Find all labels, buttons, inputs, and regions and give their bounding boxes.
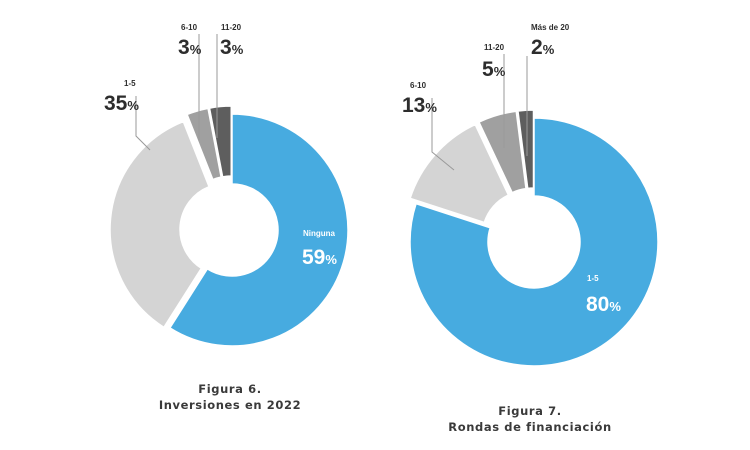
slice-label: 1-5 (124, 79, 136, 88)
figure-7-title: Rondas de financiación (448, 420, 612, 434)
donut-chart-7: 1-5 80% 6-10 13% 11-20 5% Más de 20 2% (402, 23, 659, 367)
slice-percent: 13% (402, 94, 437, 117)
slice-label: Más de 20 (531, 23, 570, 32)
slice-m-s-de-20 (517, 109, 535, 190)
slice-label: 6-10 (181, 23, 198, 32)
slice-percent: 80% (586, 293, 621, 316)
slice-percent: 3% (178, 36, 202, 59)
slice-percent: 59% (302, 246, 337, 269)
slice-1-5 (109, 120, 211, 329)
slice-6-10 (186, 107, 223, 181)
slice-label: 11-20 (221, 23, 242, 32)
slice-percent: 2% (531, 36, 555, 59)
slice-label: 1-5 (587, 274, 599, 283)
figure-7-caption: Figura 7. Rondas de financiación (420, 403, 640, 435)
figure-7-number: Figura 7. (498, 404, 562, 418)
figure-6-number: Figura 6. (198, 382, 262, 396)
slice-ninguna (168, 113, 349, 347)
slice-label: 6-10 (410, 81, 427, 90)
slice-label: Ninguna (303, 229, 336, 238)
slice-percent: 5% (482, 58, 506, 81)
slice-percent: 35% (104, 92, 139, 115)
slice-1-5 (409, 117, 659, 367)
figure-6-caption: Figura 6. Inversiones en 2022 (120, 381, 340, 413)
figure-6-title: Inversiones en 2022 (158, 398, 302, 412)
slice-label: 11-20 (484, 43, 505, 52)
slice-percent: 3% (220, 36, 244, 59)
slice-6-10 (409, 123, 510, 224)
donut-chart-6: Ninguna 59% 1-5 35% 6-10 3% 11-20 3% (104, 23, 349, 347)
slice-11-20 (477, 110, 527, 194)
label-leader-line (135, 96, 151, 151)
label-leader-line (431, 98, 455, 171)
